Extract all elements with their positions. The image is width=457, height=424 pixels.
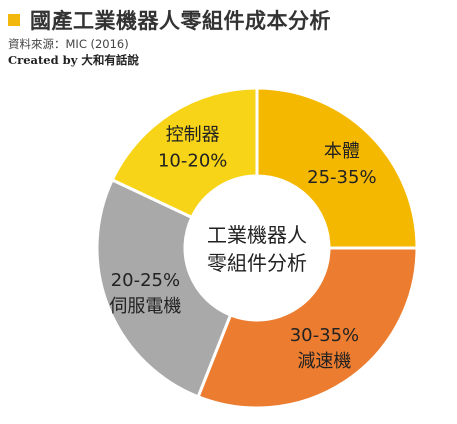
slice-name-label: 本體 — [324, 141, 360, 162]
chart-header: 國產工業機器人零組件成本分析 資料來源：MIC (2016) Created b… — [8, 6, 448, 68]
slice-name-label: 伺服電機 — [109, 296, 181, 317]
donut-chart-area: 本體 25-35% 30-35% 減速機 20-25% 伺服電機 控制器 10-20% 工業機器… — [0, 80, 457, 420]
donut-slice-2 — [196, 246, 419, 410]
slice-name-label: 減速機 — [297, 351, 351, 372]
donut-slice-1 — [255, 86, 419, 250]
title-row: 國產工業機器人零組件成本分析 — [8, 6, 448, 34]
slice-label-2: 30-35% 減速機 — [290, 325, 359, 372]
center-label-line: 零組件分析 — [207, 251, 307, 275]
credit-note: Created by 大和有話說 — [8, 53, 139, 67]
slice-value-label: 20-25% — [111, 270, 180, 291]
source-note: 資料來源：MIC (2016) — [8, 37, 129, 51]
title-bullet-square — [8, 14, 20, 26]
donut-slice-4 — [110, 86, 259, 220]
slice-label-3: 20-25% 伺服電機 — [109, 270, 181, 317]
center-label-line: 工業機器人 — [207, 223, 307, 247]
slice-label-4: 控制器 10-20% — [158, 125, 227, 172]
slice-value-label: 30-35% — [290, 325, 359, 346]
donut-slice-3 — [95, 177, 233, 399]
slice-value-label: 10-20% — [158, 151, 227, 172]
slice-label-1: 本體 25-35% — [307, 141, 376, 188]
slice-name-label: 控制器 — [166, 125, 220, 146]
slice-value-label: 25-35% — [307, 167, 376, 188]
chart-title: 國產工業機器人零組件成本分析 — [30, 9, 331, 33]
donut-chart: 本體 25-35% 30-35% 減速機 20-25% 伺服電機 控制器 10-20% 工業機器… — [95, 86, 419, 410]
